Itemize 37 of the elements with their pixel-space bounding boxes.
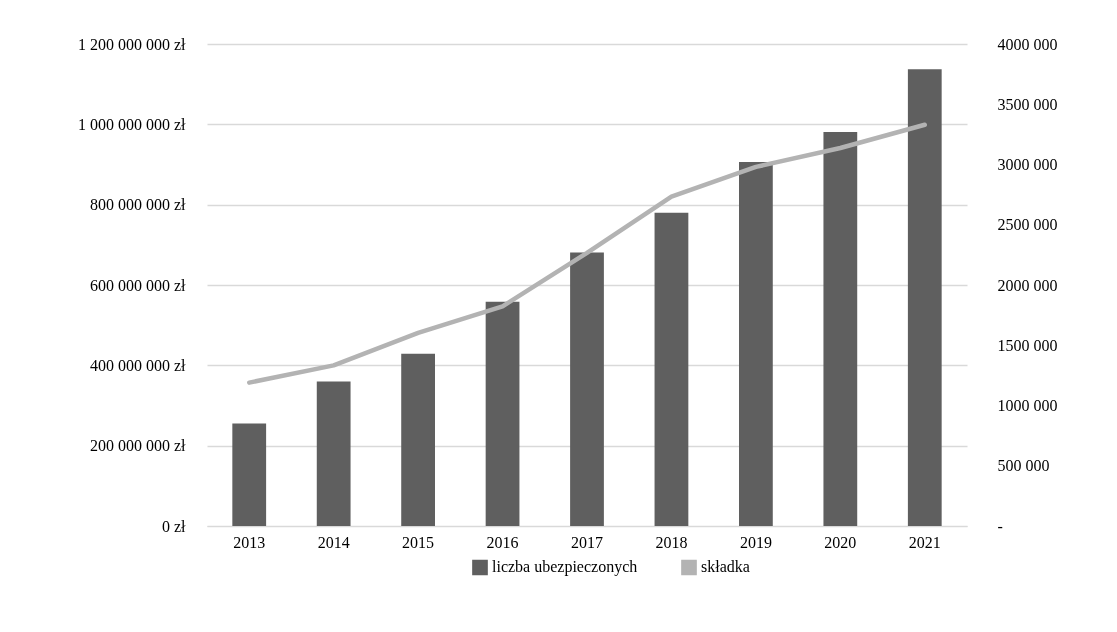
y2-tick-label: - — [997, 517, 1003, 535]
legend-label: składka — [701, 558, 750, 576]
y-tick-label: 0 zł — [161, 517, 187, 535]
bar — [485, 301, 520, 526]
legend-label: liczba ubezpieczonych — [492, 558, 638, 577]
y2-tick-label: 4000 000 — [997, 35, 1058, 53]
y2-tick-label: 3500 000 — [997, 95, 1058, 113]
bar — [654, 212, 689, 526]
bar — [570, 252, 604, 526]
x-tick-label: 2018 — [655, 533, 688, 551]
x-tick-label: 2014 — [317, 533, 350, 551]
y-tick-label: 1 000 000 000 zł — [77, 115, 187, 133]
y-tick-label: 1 200 000 000 zł — [77, 35, 187, 53]
bar — [232, 423, 267, 526]
y2-tick-label: 2500 000 — [997, 216, 1058, 234]
bar — [823, 131, 858, 526]
x-tick-label: 2015 — [402, 533, 435, 551]
y2-tick-label: 1000 000 — [997, 397, 1058, 414]
y-tick-label: 800 000 000 zł — [89, 196, 187, 214]
x-tick-label: 2017 — [571, 533, 603, 551]
x-tick-label: 2016 — [486, 533, 519, 551]
line-series — [246, 122, 928, 385]
y-tick-label: 600 000 000 zł — [89, 276, 187, 294]
bar — [739, 162, 773, 526]
x-tick-label: 2019 — [739, 533, 772, 551]
x-tick-label: 2021 — [908, 533, 941, 551]
y2-tick-label: 2000 000 — [997, 276, 1058, 294]
bar — [401, 353, 435, 526]
y-tick-label: 200 000 000 zł — [89, 437, 187, 455]
bar — [316, 381, 351, 526]
x-tick-label: 2013 — [233, 533, 266, 551]
bar — [907, 69, 942, 526]
y-tick-label: 400 000 000 zł — [89, 356, 187, 374]
y2-tick-label: 500 000 — [997, 457, 1050, 475]
y2-tick-label: 1500 000 — [997, 336, 1058, 354]
x-tick-label: 2020 — [824, 533, 857, 551]
y2-tick-label: 3000 000 — [997, 156, 1058, 173]
